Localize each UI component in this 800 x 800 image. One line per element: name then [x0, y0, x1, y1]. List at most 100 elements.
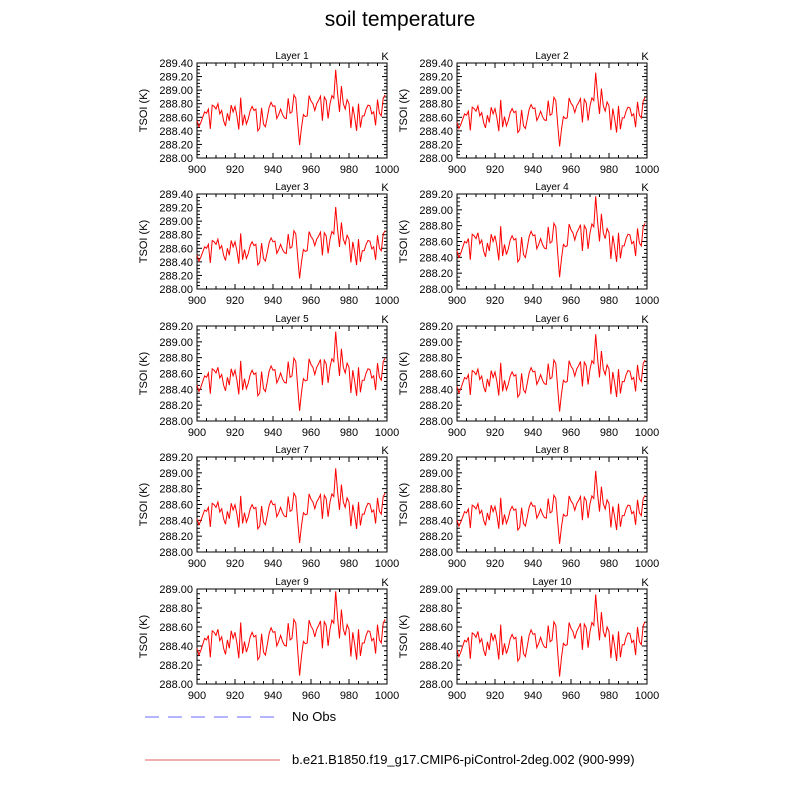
y-tick-label: 288.60 [159, 622, 193, 634]
y-tick-label: 288.00 [159, 153, 193, 165]
x-tick-label: 900 [448, 164, 466, 176]
y-tick-label: 289.00 [419, 205, 453, 217]
x-tick-label: 960 [302, 295, 320, 307]
y-axis-label: TSOI (K) [398, 352, 410, 395]
y-tick-label: 288.80 [419, 484, 453, 496]
panel-title: Layer 2 [535, 51, 569, 62]
y-axis-label: TSOI (K) [138, 220, 150, 263]
y-tick-label: 288.40 [419, 384, 453, 396]
y-tick-label: 288.40 [419, 641, 453, 653]
x-tick-label: 980 [600, 164, 618, 176]
y-tick-label: 288.60 [419, 112, 453, 124]
y-tick-label: 288.60 [419, 500, 453, 512]
y-tick-label: 289.00 [419, 584, 453, 596]
panel-title: Layer 10 [533, 577, 572, 588]
panel-layer-9: 900 920 940 960 980 1000 288.00 288.20 288.40 288… [138, 577, 399, 702]
x-tick-label: 900 [448, 690, 466, 702]
y-tick-label: 289.40 [159, 58, 193, 70]
y-tick-label: 288.60 [159, 243, 193, 255]
y-tick-label: 288.00 [159, 284, 193, 296]
units-label: K [641, 445, 649, 457]
legend-label-model: b.e21.B1850.f19_g17.CMIP6-piControl-2deg… [292, 752, 635, 767]
x-tick-label: 980 [340, 558, 358, 570]
y-axis-label: TSOI (K) [138, 352, 150, 395]
x-tick-label: 960 [562, 690, 580, 702]
y-tick-label: 288.80 [419, 603, 453, 615]
x-tick-label: 1000 [635, 558, 659, 570]
units-label: K [381, 577, 389, 589]
panel-title: Layer 5 [275, 314, 309, 325]
y-tick-label: 289.20 [159, 203, 193, 215]
x-tick-label: 900 [188, 164, 206, 176]
panel-title: Layer 6 [535, 314, 569, 325]
series-line [196, 468, 386, 544]
y-tick-label: 288.20 [419, 400, 453, 412]
x-tick-label: 960 [562, 558, 580, 570]
units-label: K [381, 51, 389, 63]
y-tick-label: 288.20 [159, 400, 193, 412]
x-tick-label: 940 [524, 427, 542, 439]
y-tick-label: 288.20 [419, 139, 453, 151]
units-label: K [381, 445, 389, 457]
y-tick-label: 289.00 [159, 468, 193, 480]
panel-title: Layer 8 [535, 445, 569, 456]
x-tick-label: 920 [486, 558, 504, 570]
panel-layer-5: 900 920 940 960 980 1000 288.00 288.20 288.40 288… [138, 314, 399, 439]
legend-dashed-line [145, 716, 280, 718]
y-tick-label: 289.00 [419, 85, 453, 97]
y-tick-label: 289.20 [159, 452, 193, 464]
y-tick-label: 289.00 [159, 584, 193, 596]
x-tick-label: 960 [302, 690, 320, 702]
x-tick-label: 920 [226, 427, 244, 439]
x-tick-label: 940 [524, 690, 542, 702]
panel-layer-10: 900 920 940 960 980 1000 288.00 288.20 288.40 288… [398, 577, 659, 702]
y-tick-label: 288.80 [419, 221, 453, 233]
y-tick-label: 288.40 [159, 384, 193, 396]
x-tick-label: 980 [340, 690, 358, 702]
x-tick-label: 940 [264, 558, 282, 570]
y-tick-label: 289.20 [159, 321, 193, 333]
y-tick-label: 288.60 [419, 237, 453, 249]
y-tick-label: 288.60 [419, 369, 453, 381]
x-tick-label: 900 [188, 558, 206, 570]
x-tick-label: 940 [264, 690, 282, 702]
y-tick-label: 289.00 [159, 216, 193, 228]
x-tick-label: 980 [600, 295, 618, 307]
y-tick-label: 288.20 [159, 531, 193, 543]
x-tick-label: 900 [448, 558, 466, 570]
x-tick-label: 920 [486, 295, 504, 307]
units-label: K [641, 182, 649, 194]
y-tick-label: 288.40 [419, 252, 453, 264]
y-tick-label: 288.20 [159, 270, 193, 282]
y-tick-label: 288.20 [419, 268, 453, 280]
y-tick-label: 289.40 [159, 189, 193, 201]
x-tick-label: 920 [486, 164, 504, 176]
units-label: K [381, 182, 389, 194]
x-tick-label: 940 [264, 295, 282, 307]
y-tick-label: 288.80 [419, 353, 453, 365]
y-axis-label: TSOI (K) [398, 615, 410, 658]
panel-title: Layer 9 [275, 577, 309, 588]
y-tick-label: 289.00 [159, 85, 193, 97]
y-tick-label: 288.60 [159, 369, 193, 381]
y-tick-label: 288.00 [419, 547, 453, 559]
y-tick-label: 289.20 [419, 72, 453, 84]
y-tick-label: 289.00 [419, 468, 453, 480]
y-tick-label: 288.40 [159, 641, 193, 653]
x-tick-label: 960 [562, 295, 580, 307]
x-tick-label: 1000 [375, 164, 399, 176]
x-tick-label: 940 [524, 558, 542, 570]
y-axis-label: TSOI (K) [398, 483, 410, 526]
x-tick-label: 980 [600, 558, 618, 570]
y-tick-label: 288.60 [159, 500, 193, 512]
x-tick-label: 1000 [635, 690, 659, 702]
y-axis-label: TSOI (K) [138, 615, 150, 658]
y-tick-label: 289.20 [419, 452, 453, 464]
legend-solid-line [145, 759, 280, 761]
x-tick-label: 980 [340, 295, 358, 307]
y-tick-label: 288.80 [159, 230, 193, 242]
y-tick-label: 288.00 [159, 416, 193, 428]
x-tick-label: 920 [486, 690, 504, 702]
